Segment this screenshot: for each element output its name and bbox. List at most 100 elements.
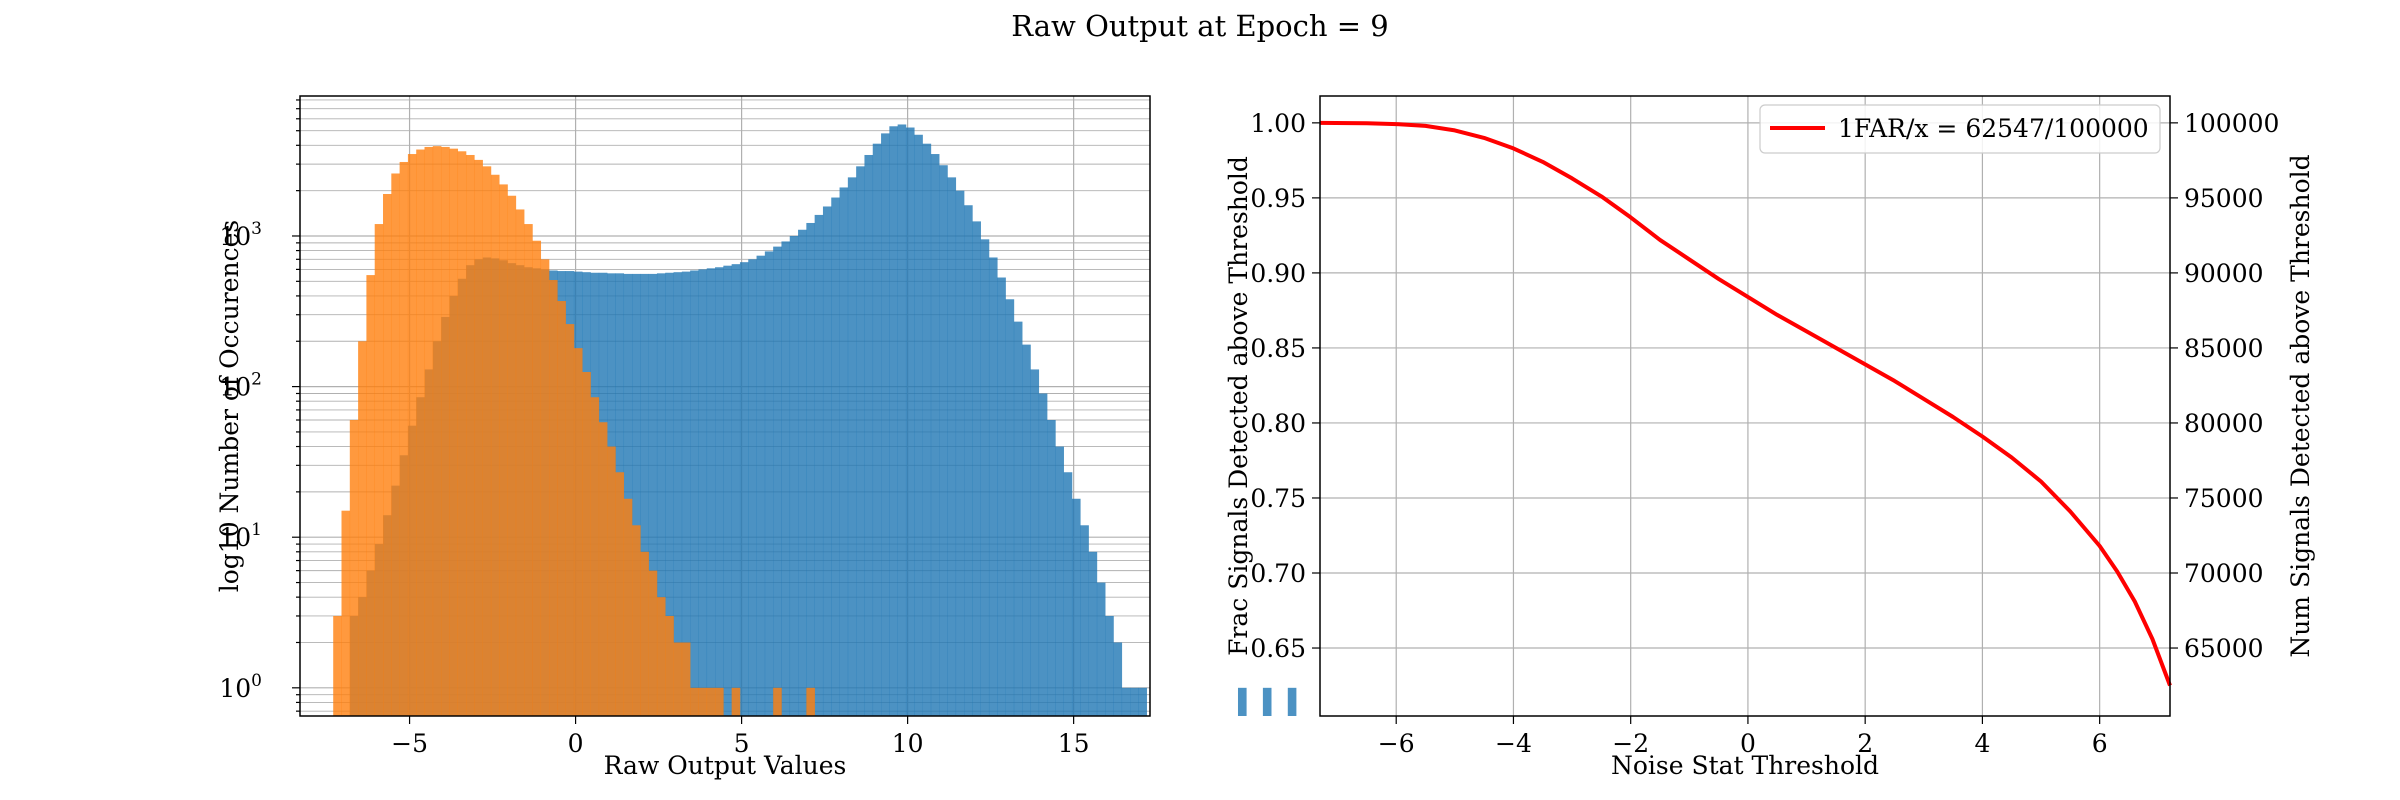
histogram-bar-blue [623, 273, 633, 716]
histogram-bar-blue [839, 187, 849, 716]
histogram-bar-blue [781, 241, 791, 716]
histogram-bar-blue [955, 190, 965, 716]
histogram-x-tick-label: 0 [568, 729, 584, 758]
histogram-y-tick-label: 102 [219, 370, 262, 402]
histogram-bar-orange [333, 615, 342, 716]
histogram-bar-blue [1063, 472, 1073, 716]
histogram-x-tick-label: 15 [1058, 729, 1090, 758]
histogram-bar-blue [1088, 551, 1098, 716]
histogram-bar-blue [814, 214, 824, 716]
histogram-bar-orange [715, 687, 724, 716]
histogram-bar-orange [424, 146, 434, 716]
histogram-y-tick-label: 100 [219, 671, 262, 703]
histogram-bar-orange [698, 687, 708, 716]
line-chart-left-y-ticks: 0.65 0.70 0.75 0.80 0.85 0.90 0.95 1.00 [1250, 109, 1320, 663]
histogram-y-axis-label: log10 Number of Occurences [215, 220, 244, 593]
histogram-bar-blue [723, 265, 732, 716]
histogram-bar-blue [698, 269, 708, 716]
line-chart-x-tick-label: 6 [2092, 729, 2108, 758]
histogram-bar-blue [1038, 393, 1048, 716]
line-chart-right-y-tick-label: 95000 [2184, 184, 2264, 213]
line-chart-right-y-tick-label: 100000 [2184, 109, 2279, 138]
line-chart-right-y-tick-label: 85000 [2184, 334, 2264, 363]
line-chart-left-y-tick-label: 0.90 [1250, 259, 1306, 288]
histogram-bar-orange [673, 642, 683, 716]
histogram-bar-blue [997, 277, 1006, 716]
histogram-bar-orange [549, 280, 558, 716]
histogram-bar-blue [872, 143, 882, 716]
histogram-bar-blue [831, 197, 840, 716]
histogram-axes-frame [299, 95, 1151, 717]
histogram-bar-orange [374, 224, 384, 716]
detection-curve-line [1319, 120, 2172, 687]
line-chart-legend: 1FAR/x = 62547/100000 [1759, 104, 2161, 154]
histogram-bar-blue [798, 229, 807, 716]
line-chart-right-y-ticks: 65000 70000 75000 80000 85000 90000 95000 10000… [2170, 109, 2279, 663]
line-chart-left-y-tick-label: 0.65 [1250, 634, 1306, 663]
histogram-bar-blue [881, 133, 890, 716]
histogram-bar-orange [607, 446, 616, 716]
line-chart-x-tick-label: −6 [1378, 729, 1415, 758]
histogram-bar-orange [773, 687, 782, 716]
line-chart-x-ticks: −6 −4 −2 0 2 4 6 [1378, 716, 2108, 758]
histogram-bar-blue [764, 251, 774, 717]
histogram-bar-orange [582, 372, 591, 716]
histogram-y-ticks: 100 101 102 103 [219, 99, 300, 712]
histogram-bar-orange [524, 224, 533, 716]
line-chart-left-y-tick-label: 0.95 [1250, 184, 1306, 213]
histogram-y-tick-label: 103 [219, 219, 262, 251]
histogram-x-tick-label: −5 [391, 729, 428, 758]
histogram-bar-blue [864, 154, 874, 716]
histogram-bar-orange [341, 510, 351, 716]
histogram-bar-blue [665, 272, 674, 716]
histogram-bar-orange [441, 146, 450, 716]
histogram-x-ticks: −5 0 5 10 15 [391, 716, 1090, 758]
histogram-bar-blue [706, 268, 716, 716]
line-chart-left-y-axis-label: Frac Signals Detected above Threshold [1224, 156, 1253, 656]
histogram-bar-blue [690, 270, 699, 716]
histogram-bar-orange [573, 348, 583, 716]
histogram-bar-blue [632, 273, 641, 716]
histogram-bar-blue [972, 221, 981, 716]
histogram-bar-blue [1005, 299, 1015, 716]
histogram-bar-blue [1030, 369, 1040, 716]
line-chart-axes-frame [1319, 95, 2171, 717]
histogram-bar-blue [739, 262, 749, 716]
line-chart-left-y-tick-label: 0.70 [1250, 559, 1306, 588]
line-chart-left-y-tick-label: 1.00 [1250, 109, 1306, 138]
line-chart-x-axis-label: Noise Stat Threshold [1611, 751, 1879, 780]
histogram-bar-orange [615, 472, 625, 716]
histogram-bar-orange [656, 597, 666, 716]
histogram-bar-orange [490, 174, 500, 716]
histogram-bar-blue [1287, 687, 1297, 716]
histogram-bar-orange [399, 161, 409, 717]
histogram-bar-blue [897, 124, 907, 716]
histogram-bar-orange [540, 259, 550, 716]
histogram-bar-orange [407, 154, 417, 716]
histogram-bar-orange [598, 422, 608, 716]
histogram-bars [333, 124, 1297, 717]
histogram-bar-blue [1013, 321, 1023, 716]
histogram-bar-orange [457, 151, 467, 717]
line-chart-x-tick-label: −2 [1612, 729, 1649, 758]
histogram-bar-orange [499, 184, 508, 717]
histogram-bar-orange [565, 324, 575, 716]
histogram-bar-blue [715, 267, 724, 716]
line-chart-right-y-tick-label: 75000 [2184, 484, 2264, 513]
histogram-x-axis-label: Raw Output Values [604, 751, 847, 780]
histogram-bar-blue [1138, 687, 1147, 716]
line-chart-right-y-tick-label: 65000 [2184, 634, 2264, 663]
line-chart-grid [1320, 96, 2170, 716]
line-chart-left-y-tick-label: 0.85 [1250, 334, 1306, 363]
histogram-bar-blue [856, 166, 865, 717]
histogram-bar-orange [681, 642, 691, 716]
histogram-bar-orange [349, 420, 359, 716]
histogram-bar-blue [789, 235, 799, 717]
histogram-bar-blue [756, 255, 766, 716]
histogram-bar-blue [822, 206, 832, 717]
histogram-bar-blue [731, 264, 741, 716]
histogram-bar-blue [1080, 525, 1089, 716]
histogram-bar-blue [847, 177, 857, 716]
histogram-bar-orange [648, 570, 658, 716]
